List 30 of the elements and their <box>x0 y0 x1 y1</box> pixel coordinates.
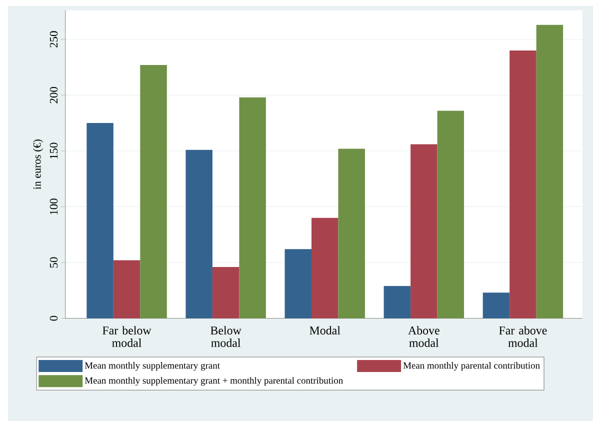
legend-label: Mean monthly supplementary grant + monthly parental contribution <box>84 377 343 386</box>
bar <box>437 110 464 318</box>
bar <box>410 144 438 318</box>
bar <box>482 292 510 318</box>
bar <box>311 218 338 318</box>
bar <box>384 286 411 318</box>
y-tick-label: 200 <box>50 86 58 104</box>
bar <box>510 50 536 318</box>
bar <box>186 150 212 318</box>
x-tick-label: Above modal <box>408 326 440 347</box>
y-axis-title: in euros (€) <box>33 140 44 190</box>
y-tick-label: 0 <box>50 316 58 321</box>
x-tick-label: Modal <box>310 326 340 335</box>
x-tick-label: Below modal <box>210 326 242 347</box>
bar <box>113 260 140 318</box>
y-tick-label: 50 <box>50 257 58 268</box>
bar <box>86 123 114 318</box>
bar <box>536 24 564 318</box>
bar <box>212 267 240 318</box>
legend-label: Mean monthly supplementary grant <box>84 362 220 371</box>
legend-label: Mean monthly parental contribution <box>403 362 540 371</box>
y-tick-label: 100 <box>50 198 58 214</box>
bar <box>338 148 365 318</box>
bar <box>284 249 312 318</box>
x-tick-label: Far below modal <box>102 326 152 347</box>
bar <box>239 97 266 318</box>
y-tick-label: 150 <box>50 142 58 159</box>
bar <box>140 65 167 318</box>
y-tick-label: 250 <box>50 31 58 48</box>
x-tick-label: Far above modal <box>499 326 547 347</box>
